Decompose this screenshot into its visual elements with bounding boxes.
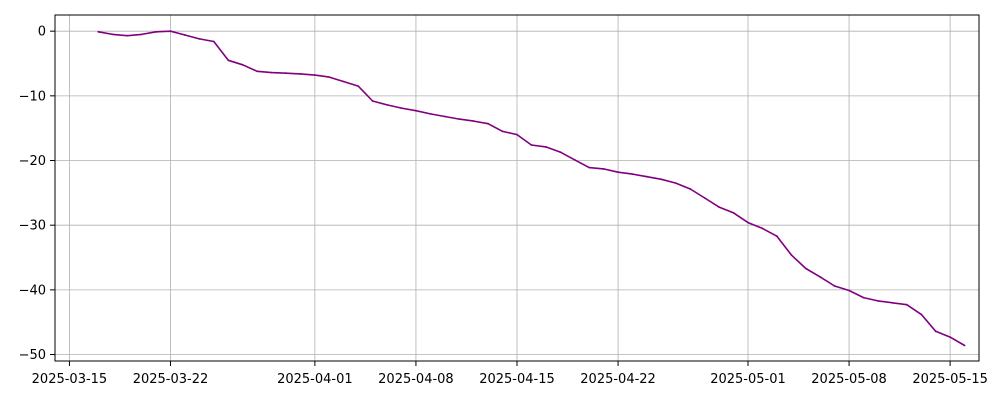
data-point (646, 175, 648, 178)
y-tick-label: −20 (19, 154, 46, 169)
data-point (833, 285, 836, 287)
data-point (732, 212, 735, 214)
data-point (184, 34, 186, 36)
y-tick-label: −40 (19, 283, 46, 298)
data-point (689, 188, 692, 190)
data-point (949, 336, 951, 338)
data-point (299, 73, 302, 75)
data-point (934, 330, 937, 333)
y-tick-label: 0 (38, 25, 46, 40)
y-tick-label: −50 (19, 348, 46, 363)
data-point (429, 113, 432, 115)
x-tick-label: 2025-03-15 (32, 372, 108, 387)
data-point (270, 71, 273, 74)
data-point (905, 303, 908, 306)
data-point (285, 72, 287, 75)
data-point (920, 313, 923, 316)
x-tick-label: 2025-03-22 (133, 372, 209, 387)
data-point (804, 267, 807, 270)
data-point (516, 133, 518, 136)
data-point (545, 146, 547, 148)
data-point (660, 178, 663, 181)
data-point (458, 118, 461, 120)
data-point (169, 30, 172, 33)
data-point (761, 227, 764, 230)
data-point (241, 63, 244, 66)
data-point (487, 122, 489, 125)
data-point (371, 100, 374, 102)
data-point (386, 104, 388, 106)
data-point (212, 40, 215, 43)
data-point (963, 344, 966, 347)
x-tick-label: 2025-04-01 (277, 372, 353, 387)
data-point (256, 70, 258, 73)
data-point (602, 168, 605, 170)
x-tick-label: 2025-05-08 (811, 372, 887, 387)
x-tick-label: 2025-05-15 (912, 372, 988, 387)
data-point (97, 30, 100, 33)
data-point (472, 120, 475, 122)
data-point (848, 289, 850, 292)
data-point (819, 276, 822, 278)
data-point (588, 166, 591, 169)
data-point (415, 109, 417, 112)
data-point (559, 151, 562, 154)
x-tick-label: 2025-04-22 (580, 372, 656, 387)
data-point (227, 59, 230, 62)
data-point (674, 182, 677, 185)
y-tick-label: −30 (19, 219, 46, 234)
x-tick-label: 2025-05-01 (710, 372, 786, 387)
data-point (140, 33, 143, 36)
data-point (891, 301, 894, 304)
x-tick-label: 2025-04-08 (378, 372, 454, 387)
data-point (631, 173, 634, 176)
data-point (126, 34, 129, 37)
data-point (718, 206, 720, 209)
data-point (314, 74, 316, 76)
axis-ticks (50, 30, 951, 366)
data-point (342, 80, 345, 83)
tick-labels: 2025-03-15 2025-03-22 2025-04-01 2025-04-08… (19, 25, 988, 387)
data-point (328, 76, 331, 78)
y-tick-label: −10 (19, 89, 46, 104)
data-point (862, 296, 865, 299)
data-point (877, 300, 879, 302)
data-point (530, 144, 533, 146)
data-series (97, 30, 966, 347)
data-point (357, 85, 360, 87)
grid-lines (55, 15, 979, 361)
data-point (747, 221, 749, 224)
data-point (790, 254, 793, 256)
data-point (573, 159, 576, 161)
data-point (400, 107, 403, 109)
x-tick-label: 2025-04-15 (479, 372, 555, 387)
data-point (443, 115, 446, 118)
data-point (198, 38, 201, 40)
data-point (111, 33, 114, 36)
data-point (617, 171, 619, 174)
data-point (776, 235, 778, 238)
data-point (155, 30, 158, 33)
data-point (703, 197, 706, 199)
data-point (501, 130, 504, 133)
